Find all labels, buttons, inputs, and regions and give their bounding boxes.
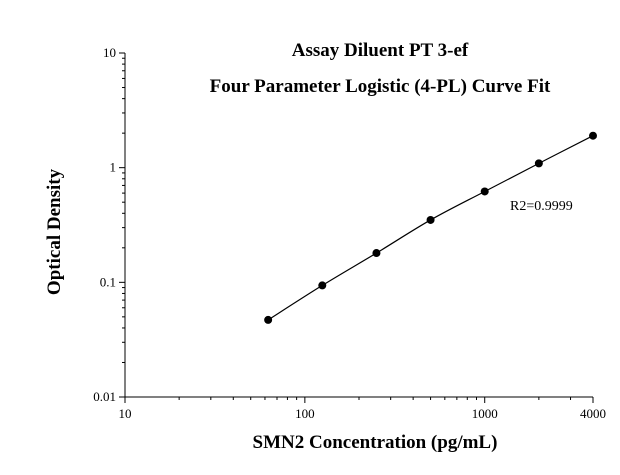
data-points [264,131,597,324]
data-point [426,215,435,224]
data-point [534,159,543,168]
x-axis-title: SMN2 Concentration (pg/mL) [253,432,498,453]
data-point [480,187,489,196]
axes: 10 100 1000 4000 0.01 0.1 1 10 [93,45,606,421]
chart-title: Assay Diluent PT 3-ef [292,40,469,61]
x-tick-label: 1000 [472,406,498,421]
fit-curve-layer [267,135,594,321]
y-tick-label: 10 [103,45,116,60]
y-axis-title: Optical Density [44,168,65,295]
data-point [372,249,381,258]
x-tick-label: 100 [295,406,315,421]
x-tick-label: 4000 [580,406,606,421]
x-tick-label: 10 [119,406,132,421]
y-tick-label: 1 [110,160,117,175]
data-point [264,315,273,324]
y-tick-label: 0.1 [100,274,116,289]
r2-annotation: R2=0.9999 [510,199,573,214]
fit-curve [267,135,594,321]
data-point [318,281,327,290]
chart-subtitle: Four Parameter Logistic (4-PL) Curve Fit [210,76,551,97]
data-point [589,131,597,140]
y-tick-label: 0.01 [93,389,116,404]
